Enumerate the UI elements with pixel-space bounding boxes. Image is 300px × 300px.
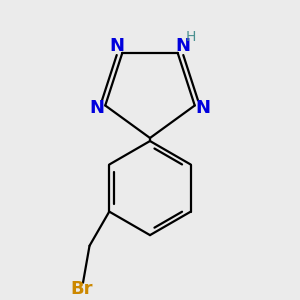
Text: N: N [90, 99, 105, 117]
Text: N: N [195, 99, 210, 117]
Text: N: N [175, 37, 190, 55]
Text: N: N [110, 37, 125, 55]
Text: Br: Br [70, 280, 93, 298]
Text: H: H [185, 30, 196, 44]
